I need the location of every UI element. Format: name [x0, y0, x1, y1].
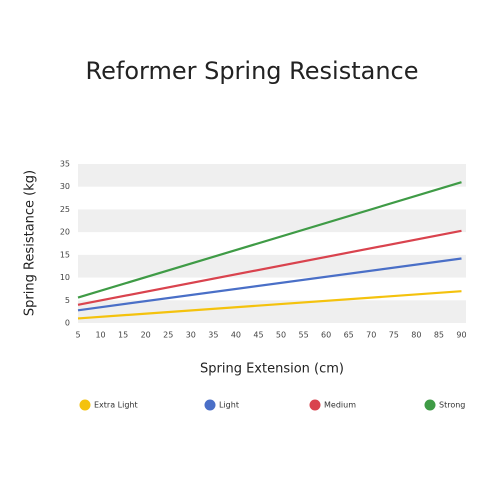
legend-swatch	[309, 399, 321, 411]
legend-label: Extra Light	[94, 401, 138, 410]
series-line	[77, 181, 462, 299]
series-line	[77, 257, 462, 312]
legend-label: Light	[219, 401, 239, 410]
x-tick-label: 60	[321, 331, 331, 340]
x-tick-label: 5	[75, 331, 80, 340]
grid-band	[78, 164, 466, 187]
x-tick-label: 20	[141, 331, 151, 340]
x-tick-label: 10	[95, 331, 105, 340]
y-axis-label: Spring Resistance (kg)	[23, 170, 38, 316]
y-tick-label: 0	[65, 319, 70, 328]
y-tick-label: 5	[65, 296, 70, 305]
y-tick-label: 20	[60, 228, 70, 237]
x-tick-label: 40	[231, 331, 241, 340]
x-axis-label: Spring Extension (cm)	[200, 362, 344, 377]
legend-swatch	[204, 399, 216, 411]
y-tick-label: 30	[60, 182, 70, 191]
x-tick-label: 70	[366, 331, 376, 340]
x-tick-label: 85	[434, 331, 444, 340]
y-tick-label: 15	[60, 250, 70, 259]
x-tick-label: 45	[253, 331, 263, 340]
x-tick-label: 80	[411, 331, 421, 340]
grid-band	[78, 300, 466, 323]
legend-label: Medium	[324, 401, 356, 410]
x-tick-label: 65	[344, 331, 354, 340]
x-tick-label: 25	[163, 331, 173, 340]
legend-label: Strong	[439, 401, 465, 410]
series-line	[77, 229, 462, 306]
x-tick-label: 55	[298, 331, 308, 340]
series-line	[77, 290, 462, 320]
y-tick-label: 35	[60, 160, 70, 169]
x-tick-label: 35	[208, 331, 218, 340]
legend-swatch	[79, 399, 91, 411]
x-tick-label: 75	[389, 331, 399, 340]
x-tick-label: 15	[118, 331, 128, 340]
y-tick-label: 10	[60, 273, 70, 282]
x-tick-label: 90	[456, 331, 466, 340]
x-tick-label: 30	[186, 331, 196, 340]
legend-swatch	[424, 399, 436, 411]
grid-band	[78, 209, 466, 233]
y-tick-label: 25	[60, 205, 70, 214]
chart-title: Reformer Spring Resistance	[86, 57, 419, 85]
x-tick-label: 50	[276, 331, 286, 340]
